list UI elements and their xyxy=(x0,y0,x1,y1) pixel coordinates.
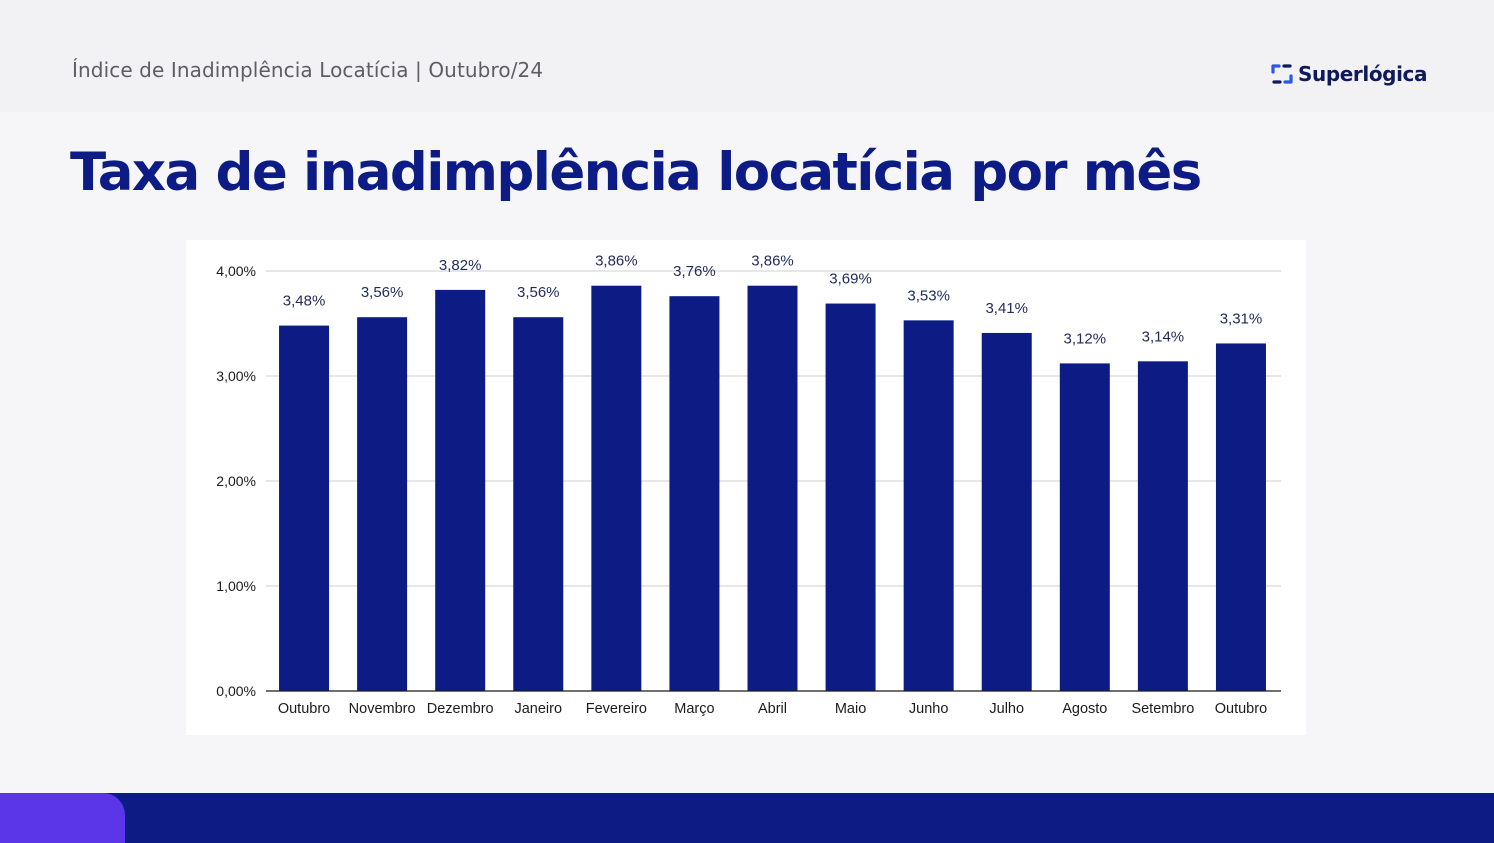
y-tick-label: 3,00% xyxy=(216,368,256,384)
superlogica-logo-icon xyxy=(1271,64,1293,84)
bar xyxy=(513,317,564,691)
data-label: 3,56% xyxy=(361,284,404,301)
data-label: 3,53% xyxy=(907,287,950,304)
data-label: 3,41% xyxy=(985,300,1028,317)
bar xyxy=(981,332,1032,691)
data-label: 3,48% xyxy=(283,293,326,310)
footer-bar xyxy=(0,793,1494,843)
bar xyxy=(903,320,954,691)
data-label: 3,12% xyxy=(1064,330,1107,347)
x-tick-label: Julho xyxy=(989,701,1024,717)
slide-subtitle: Índice de Inadimplência Locatícia | Outu… xyxy=(72,58,544,82)
x-tick-label: Fevereiro xyxy=(586,701,647,717)
bar xyxy=(1215,343,1266,691)
data-label: 3,14% xyxy=(1142,328,1185,345)
bar xyxy=(591,285,642,691)
data-label: 3,31% xyxy=(1220,310,1263,327)
x-tick-label: Maio xyxy=(835,701,866,717)
data-label: 3,56% xyxy=(517,284,560,301)
x-tick-label: Agosto xyxy=(1062,701,1107,717)
x-tick-label: Junho xyxy=(909,701,949,717)
header-band xyxy=(0,0,1494,112)
brand-name: Superlógica xyxy=(1298,62,1428,86)
x-tick-label: Março xyxy=(674,701,714,717)
bar xyxy=(1137,361,1188,691)
chart-panel: 0,00% 1,00% 2,00% 3,00% 4,00% 3,48% Outubro 3,5… xyxy=(186,240,1306,735)
y-tick-label: 1,00% xyxy=(216,578,256,594)
bar xyxy=(357,317,408,691)
x-tick-label: Outubro xyxy=(278,701,330,717)
bar xyxy=(1059,363,1110,691)
x-tick-label: Setembro xyxy=(1131,701,1194,717)
bar xyxy=(747,285,798,691)
bar xyxy=(825,303,876,691)
page-title: Taxa de inadimplência locatícia por mês xyxy=(70,142,1202,203)
x-tick-label: Abril xyxy=(758,701,787,717)
brand-logo: Superlógica xyxy=(1270,62,1428,86)
y-tick-label: 2,00% xyxy=(216,473,256,489)
x-tick-label: Janeiro xyxy=(514,701,562,717)
footer-accent xyxy=(0,793,125,843)
bar xyxy=(669,296,720,691)
data-label: 3,76% xyxy=(673,263,716,280)
data-label: 3,86% xyxy=(751,253,794,270)
x-tick-label: Novembro xyxy=(349,701,416,717)
bar xyxy=(435,289,486,691)
data-label: 3,82% xyxy=(439,257,482,274)
bar-chart: 0,00% 1,00% 2,00% 3,00% 4,00% 3,48% Outubro 3,5… xyxy=(216,253,1281,717)
y-tick-label: 0,00% xyxy=(216,683,256,699)
x-tick-label: Dezembro xyxy=(427,701,494,717)
x-tick-label: Outubro xyxy=(1215,701,1267,717)
data-label: 3,86% xyxy=(595,253,638,270)
y-tick-label: 4,00% xyxy=(216,263,256,279)
data-label: 3,69% xyxy=(829,271,872,288)
bar xyxy=(279,325,330,691)
